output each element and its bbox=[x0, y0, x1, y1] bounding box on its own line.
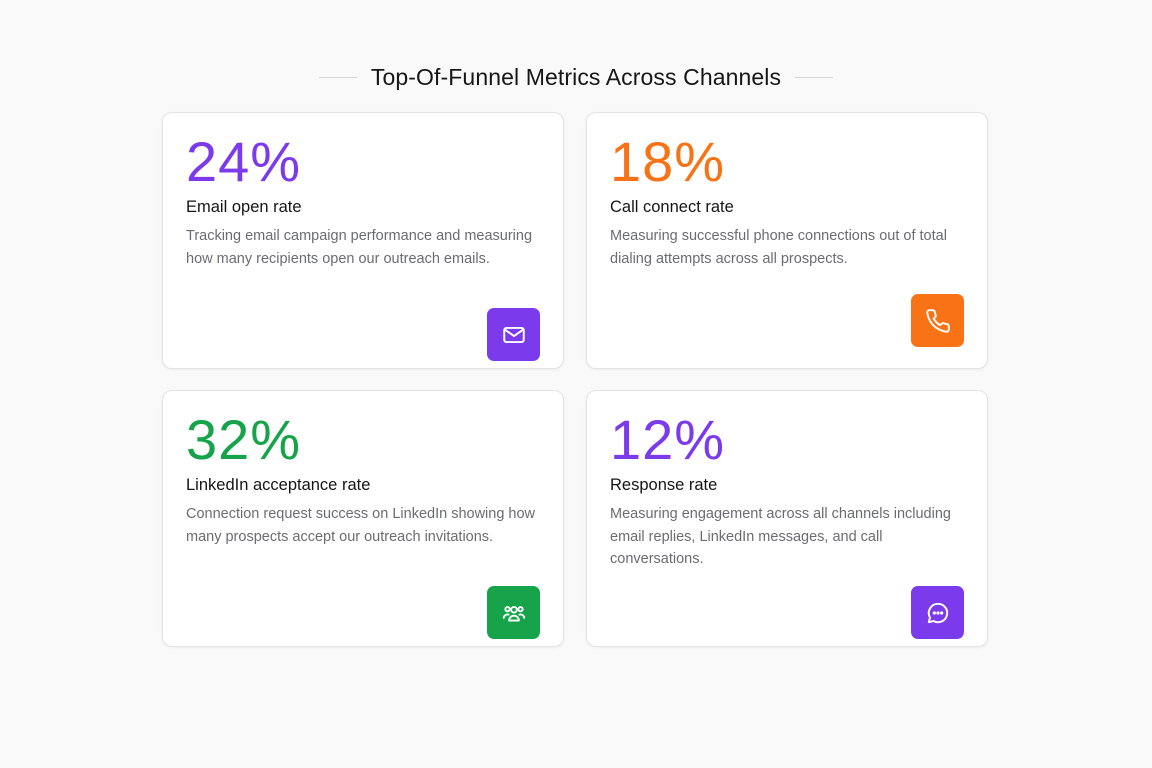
metric-card-response: 12% Response rate Measuring engagement a… bbox=[586, 390, 988, 647]
message-chat-icon-button[interactable] bbox=[911, 586, 964, 639]
header: Top-Of-Funnel Metrics Across Channels bbox=[0, 60, 1152, 94]
metric-value: 32% bbox=[186, 408, 302, 471]
mail-icon bbox=[502, 326, 525, 343]
metric-label: Call connect rate bbox=[610, 198, 734, 216]
title-divider-right bbox=[795, 76, 834, 78]
page-title: Top-Of-Funnel Metrics Across Channels bbox=[370, 63, 782, 90]
users-icon-button[interactable] bbox=[487, 586, 540, 639]
metric-value: 12% bbox=[610, 408, 726, 471]
metric-value: 18% bbox=[610, 130, 726, 193]
metric-value: 24% bbox=[186, 130, 302, 193]
title-divider-left bbox=[318, 76, 357, 78]
metric-label: Email open rate bbox=[186, 198, 302, 216]
phone-icon-button[interactable] bbox=[911, 294, 964, 347]
metric-description: Measuring successful phone connections o… bbox=[610, 228, 947, 267]
metric-description: Connection request success on LinkedIn s… bbox=[186, 506, 536, 545]
users-icon bbox=[502, 605, 525, 622]
metric-description: Tracking email campaign performance and … bbox=[186, 228, 533, 267]
metric-card-call: 18% Call connect rate Measuring successf… bbox=[586, 112, 988, 369]
message-chat-icon bbox=[927, 602, 948, 623]
metric-label: Response rate bbox=[610, 476, 718, 494]
metric-card-email: 24% Email open rate Tracking email campa… bbox=[162, 112, 564, 369]
metric-label: LinkedIn acceptance rate bbox=[186, 476, 371, 494]
phone-icon bbox=[925, 308, 950, 333]
mail-icon-button[interactable] bbox=[487, 308, 540, 361]
metric-description: Measuring engagement across all channels… bbox=[610, 506, 951, 567]
metric-card-linkedin: 32% LinkedIn acceptance rate Connection … bbox=[162, 390, 564, 647]
